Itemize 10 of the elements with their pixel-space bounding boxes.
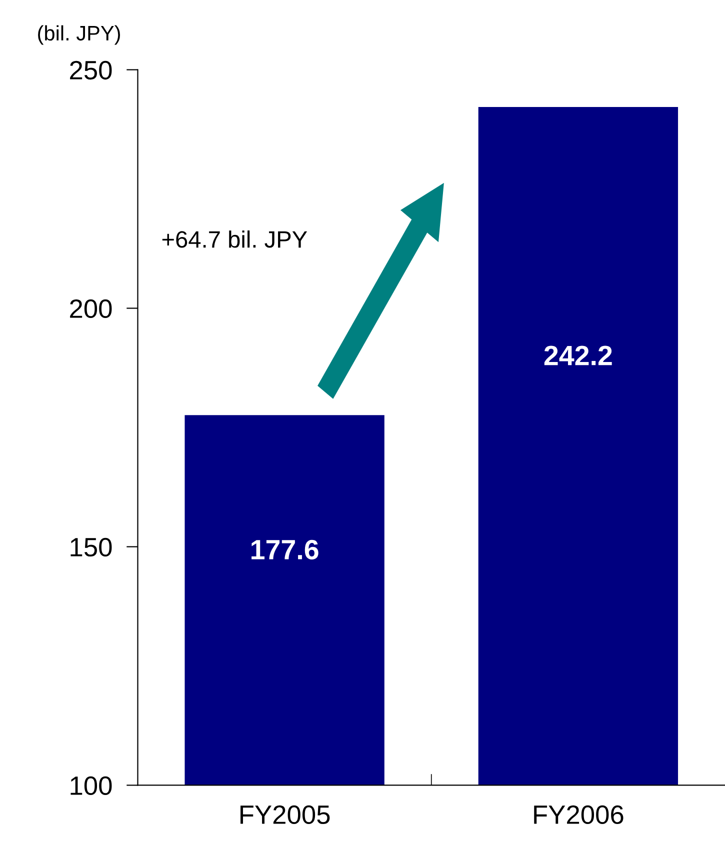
y-axis-title: (bil. JPY): [38, 25, 120, 45]
y-tick-label: 100: [70, 776, 112, 796]
data-label: 242.2: [544, 346, 612, 366]
y-tick-label: 200: [70, 299, 112, 318]
x-tick-label: FY2006: [534, 805, 624, 824]
y-tick-label: 250: [70, 60, 112, 80]
x-tick-label: FY2005: [240, 805, 330, 824]
y-tick-label: 150: [70, 538, 112, 557]
annotation: +64.7 bil. JPY: [162, 230, 308, 248]
data-label: 177.6: [252, 540, 318, 560]
